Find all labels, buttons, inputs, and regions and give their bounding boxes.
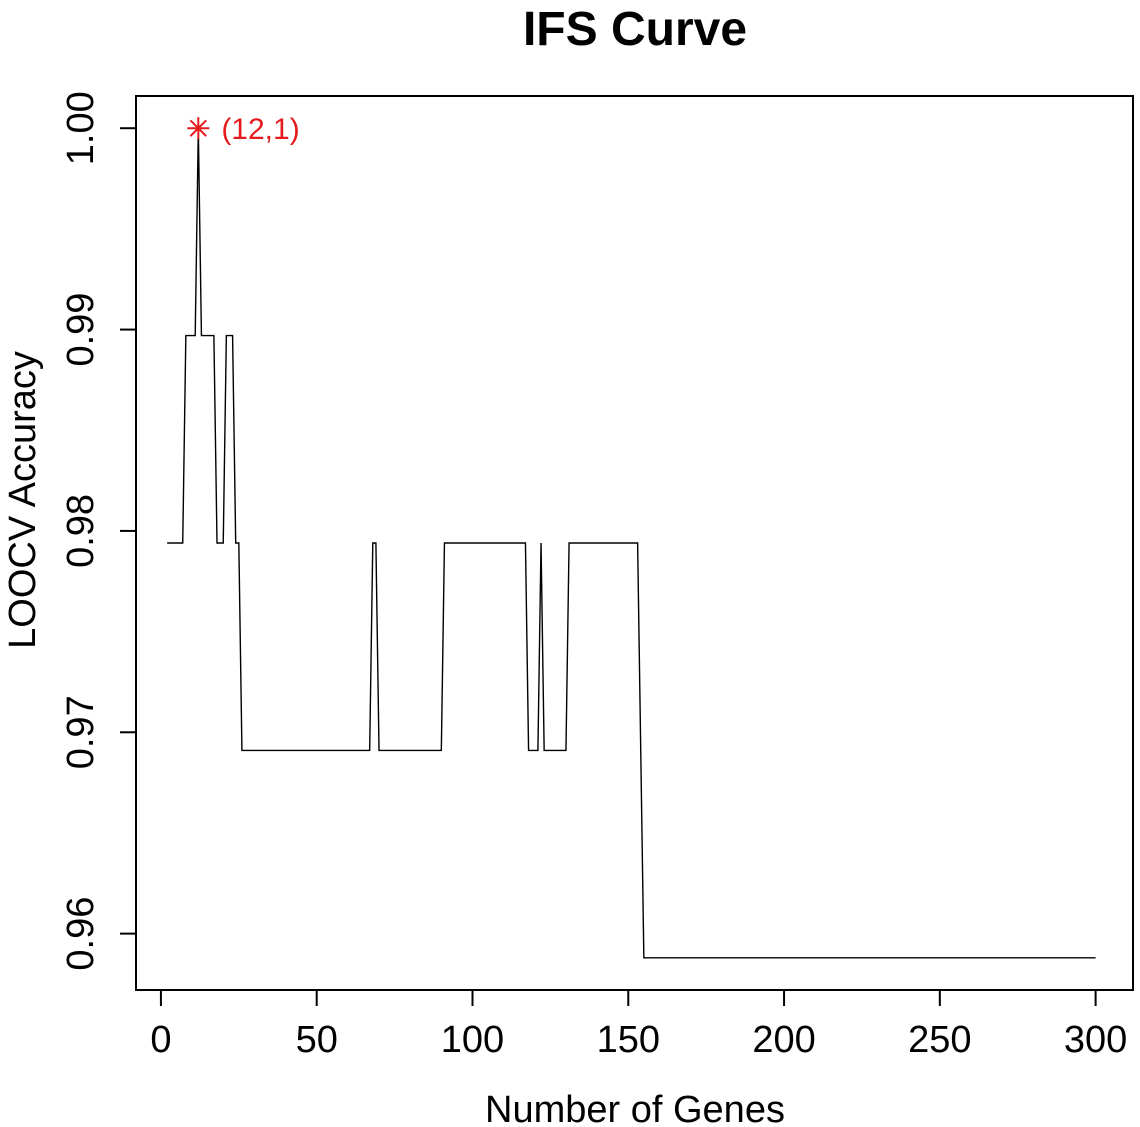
x-tick-label: 300 <box>1064 1019 1127 1061</box>
y-tick-label: 0.97 <box>60 695 102 769</box>
accuracy-line <box>167 128 1096 959</box>
x-axis: 0 50 100 150 200 250 300 <box>150 989 1127 1061</box>
max-point-label: (12,1) <box>221 113 299 146</box>
chart-title: IFS Curve <box>523 3 747 56</box>
x-tick-label: 200 <box>752 1019 815 1061</box>
series-layer <box>167 128 1096 959</box>
max-point-asterisk <box>187 117 210 140</box>
x-tick-label: 250 <box>908 1019 971 1061</box>
x-axis-label: Number of Genes <box>485 1089 785 1127</box>
x-tick-label: 0 <box>150 1019 171 1061</box>
y-tick-label: 0.99 <box>60 293 102 367</box>
highlight-layer: (12,1) <box>187 113 300 146</box>
x-tick-label: 150 <box>597 1019 660 1061</box>
y-axis-label: LOOCV Accuracy <box>2 351 44 649</box>
x-tick-label: 50 <box>296 1019 338 1061</box>
x-tick-label: 100 <box>441 1019 504 1061</box>
y-axis: 0.96 0.97 0.98 0.99 1.00 <box>60 91 137 971</box>
y-tick-label: 0.98 <box>60 494 102 568</box>
y-tick-label: 0.96 <box>60 897 102 971</box>
y-tick-label: 1.00 <box>60 91 102 165</box>
